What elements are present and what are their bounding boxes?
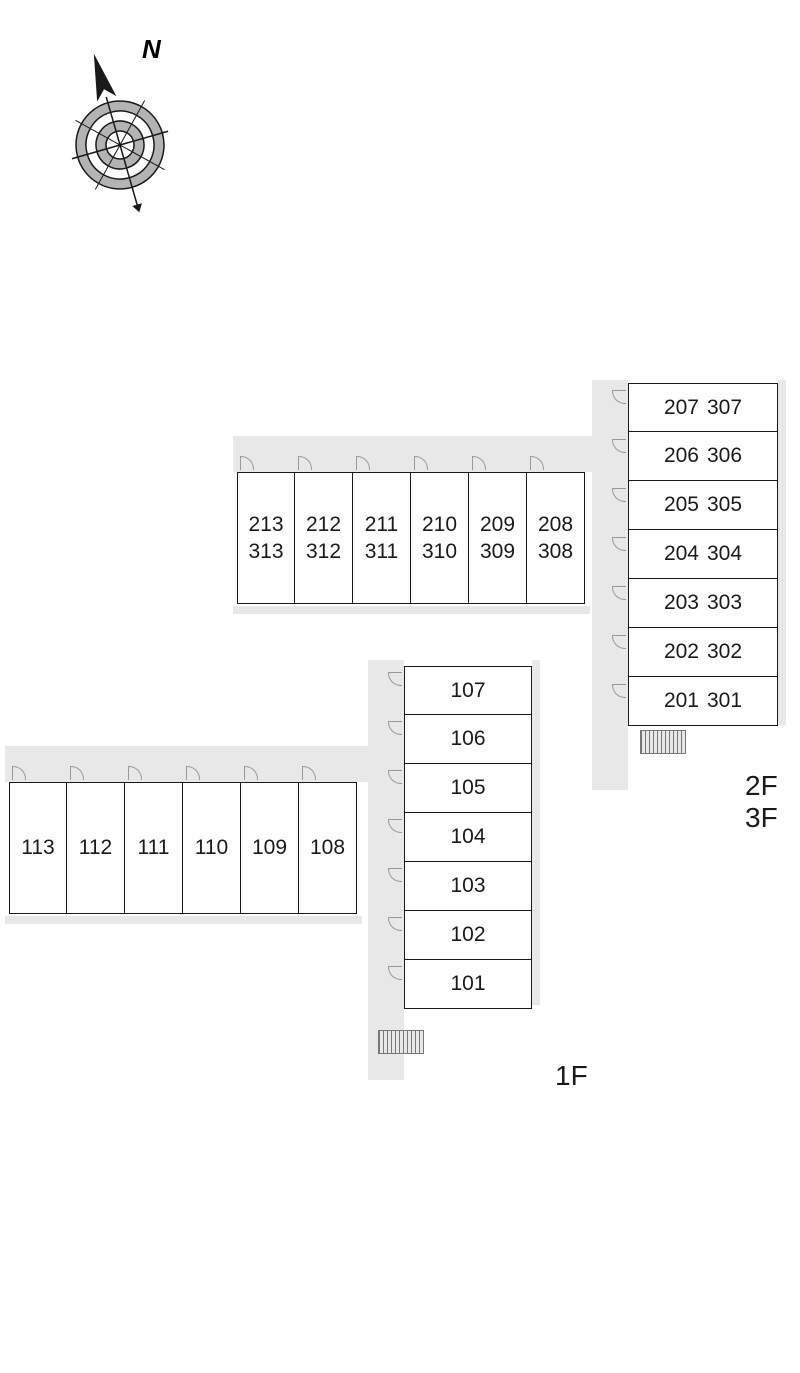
unit-label: 309 <box>480 538 515 565</box>
unit-cell: 208308 <box>527 472 585 604</box>
unit-cell: 205 305 <box>628 481 778 530</box>
unit-label: 301 <box>707 687 742 714</box>
doors-2f3f-vertical <box>612 390 626 712</box>
unit-label: 107 <box>450 677 485 704</box>
unit-label: 209 <box>480 511 515 538</box>
unit-label: 311 <box>365 538 398 565</box>
unit-label: 203 <box>664 589 699 616</box>
unit-label: 302 <box>707 638 742 665</box>
unit-label: 212 <box>306 511 341 538</box>
unit-cell: 113 <box>9 782 67 914</box>
unit-label: 303 <box>707 589 742 616</box>
unit-label: 207 <box>664 394 699 421</box>
unit-cell: 202 302 <box>628 628 778 677</box>
unit-label: 312 <box>306 538 341 565</box>
unit-label: 106 <box>450 725 485 752</box>
unit-label: 108 <box>310 834 345 861</box>
unit-cell: 112 <box>67 782 125 914</box>
unit-label: 111 <box>138 834 170 861</box>
unit-cell: 104 <box>404 813 532 862</box>
unit-cell: 207 307 <box>628 383 778 432</box>
wing-2f3f-horizontal-units: 213313212312211311210310209309208308 <box>237 472 585 604</box>
unit-label: 211 <box>365 511 398 538</box>
unit-cell: 211311 <box>353 472 411 604</box>
wing-2f3f-vertical-units: 207 307 206 306 205 305 204 304 203 303 202 302 201 3… <box>628 383 778 726</box>
floor-label-1f-text: 1F <box>555 1060 588 1092</box>
unit-label: 307 <box>707 394 742 421</box>
unit-label: 110 <box>195 834 228 861</box>
unit-label: 105 <box>450 774 485 801</box>
wing-1f-horizontal-bottom-strip <box>5 916 362 924</box>
wing-1f-vertical-units: 107 106 105 104 103 102 101 <box>404 666 532 1009</box>
compass: N <box>60 30 180 220</box>
unit-label: 306 <box>707 442 742 469</box>
unit-cell: 106 <box>404 715 532 764</box>
unit-label: 102 <box>450 921 485 948</box>
floor-label-2f: 2F <box>745 770 778 802</box>
unit-label: 213 <box>248 511 283 538</box>
doors-2f3f-horizontal <box>240 456 558 470</box>
unit-cell: 102 <box>404 911 532 960</box>
floor-label-2f3f: 2F 3F <box>745 770 778 834</box>
floorplan-canvas: N 213313212312211311210310209309208308 2… <box>0 0 800 1373</box>
floor-label-1f: 1F <box>555 1060 588 1092</box>
unit-label: 208 <box>538 511 573 538</box>
unit-cell: 107 <box>404 666 532 715</box>
unit-cell: 105 <box>404 764 532 813</box>
unit-label: 202 <box>664 638 699 665</box>
unit-cell: 210310 <box>411 472 469 604</box>
compass-label: N <box>142 34 161 65</box>
unit-label: 104 <box>450 823 485 850</box>
unit-label: 206 <box>664 442 699 469</box>
unit-cell: 206 306 <box>628 432 778 481</box>
unit-label: 103 <box>450 872 485 899</box>
unit-cell: 111 <box>125 782 183 914</box>
unit-cell: 213313 <box>237 472 295 604</box>
unit-label: 113 <box>21 834 54 861</box>
wing-2f3f-vertical-right-strip <box>778 380 786 725</box>
unit-cell: 101 <box>404 960 532 1009</box>
unit-cell: 209309 <box>469 472 527 604</box>
unit-label: 201 <box>664 687 699 714</box>
unit-label: 101 <box>450 970 485 997</box>
unit-label: 310 <box>422 538 457 565</box>
unit-cell: 109 <box>241 782 299 914</box>
doors-1f-vertical <box>388 672 402 994</box>
unit-cell: 212312 <box>295 472 353 604</box>
stairs-1f <box>378 1030 424 1054</box>
stairs-2f3f <box>640 730 686 754</box>
unit-label: 112 <box>79 834 112 861</box>
unit-label: 313 <box>248 538 283 565</box>
unit-label: 204 <box>664 540 699 567</box>
unit-cell: 201 301 <box>628 677 778 726</box>
unit-cell: 203 303 <box>628 579 778 628</box>
unit-label: 210 <box>422 511 457 538</box>
unit-cell: 103 <box>404 862 532 911</box>
unit-cell: 110 <box>183 782 241 914</box>
wing-1f-vertical-right-strip <box>532 660 540 1005</box>
wing-1f-horizontal-units: 113 112 111 110 109 108 <box>9 782 357 914</box>
unit-cell: 108 <box>299 782 357 914</box>
unit-cell: 204 304 <box>628 530 778 579</box>
doors-1f-horizontal <box>12 766 330 780</box>
unit-label: 109 <box>252 834 287 861</box>
floor-label-3f: 3F <box>745 802 778 834</box>
unit-label: 308 <box>538 538 573 565</box>
unit-label: 304 <box>707 540 742 567</box>
wing-2f3f-horizontal-bottom-strip <box>233 606 590 614</box>
unit-label: 305 <box>707 491 742 518</box>
unit-label: 205 <box>664 491 699 518</box>
